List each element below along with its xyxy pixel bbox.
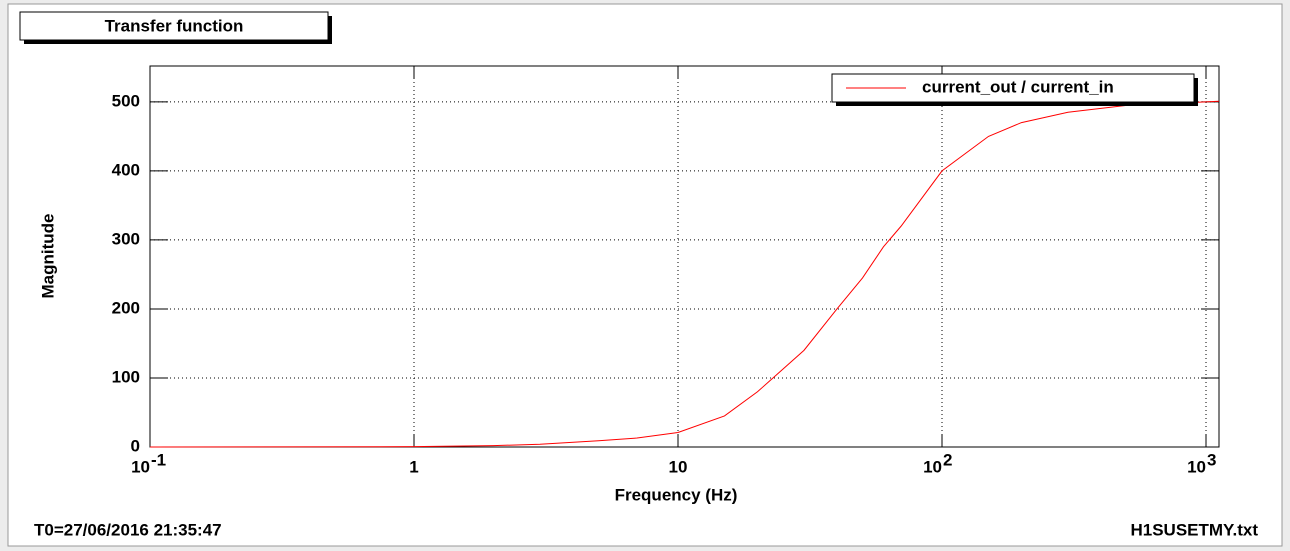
x-tick-label: 10: [669, 457, 688, 476]
legend-box: [831, 73, 1195, 103]
footer-right: H1SUSETMY.txt: [1130, 520, 1258, 539]
y-tick-label: 300: [112, 229, 140, 248]
y-tick-label: 500: [112, 91, 140, 110]
footer-left: T0=27/06/2016 21:35:47: [34, 520, 222, 539]
y-tick-label: 400: [112, 160, 140, 179]
y-tick-label: 0: [131, 436, 140, 455]
x-tick-exponent: 2: [943, 450, 952, 469]
plot-frame: [149, 65, 1220, 448]
data-line: [149, 100, 1220, 448]
x-tick-exponent: 3: [1207, 450, 1216, 469]
x-tick-label: 10: [131, 457, 150, 476]
x-tick-label: 10: [923, 457, 942, 476]
chart-title: Transfer function: [105, 16, 244, 35]
y-axis-label: Magnitude: [38, 214, 57, 299]
x-tick-label: 10: [1187, 457, 1206, 476]
x-tick-label: 1: [409, 457, 418, 476]
legend-label: current_out / current_in: [922, 77, 1114, 96]
title-box: [19, 11, 329, 41]
y-tick-label: 100: [112, 367, 140, 386]
x-tick-exponent: -1: [151, 450, 166, 469]
x-axis-label: Frequency (Hz): [615, 485, 738, 504]
y-tick-label: 200: [112, 298, 140, 317]
